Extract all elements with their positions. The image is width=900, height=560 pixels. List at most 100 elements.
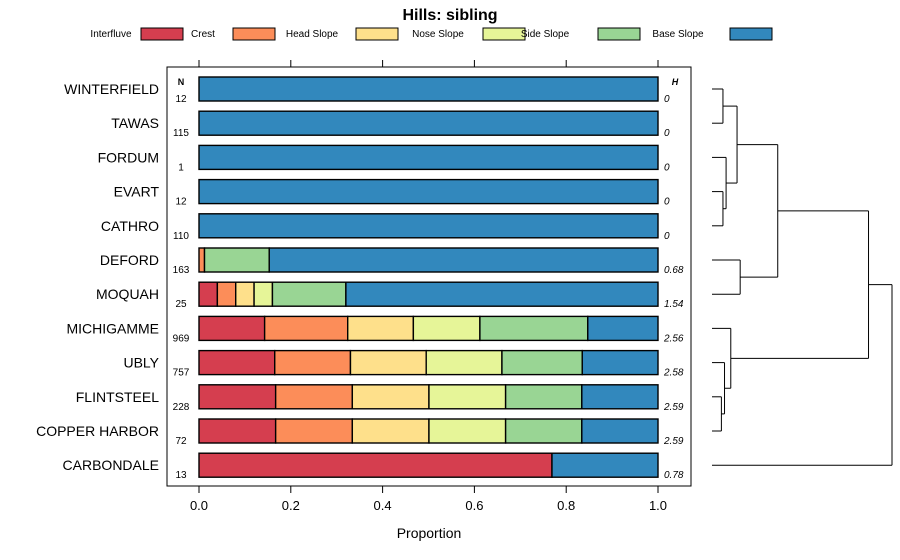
category-label-deford: DEFORD [100,252,159,268]
n-value-moquah: 25 [175,299,187,310]
legend-swatch-base-slope [729,27,773,41]
x-tick-label: 0.2 [282,498,300,513]
n-column-header: N [178,77,185,87]
category-label-tawas: TAWAS [111,115,159,131]
bar-segment-ubly-base-slope [581,349,659,376]
bar-segment-michigamme-interfluve [198,315,266,342]
bar-segment-michigamme-crest [263,315,349,342]
bar-segment-flintsteel-side-slope [504,384,583,410]
plot-frame [166,66,692,487]
bar-segment-moquah-nose-slope [253,281,274,307]
n-value-deford: 163 [173,265,190,276]
n-value-winterfield: 12 [175,94,187,105]
category-label-evart: EVART [114,184,160,200]
legend-swatch-nose-slope [482,27,526,41]
n-value-cathro: 110 [173,231,189,242]
bar-segment-deford-crest [198,247,206,273]
bar-segment-flintsteel-base-slope [581,384,659,410]
x-tick-label: 0.4 [374,498,392,513]
legend-label-head-slope: Head Slope [286,29,339,40]
category-label-flintsteel: FLINTSTEEL [76,389,159,405]
bar-segment-michigamme-head-slope [347,315,415,342]
h-column-header: H [672,77,679,87]
legend-label-base-slope: Base Slope [652,29,704,40]
h-value-carbondale: 0.78 [664,470,684,481]
x-tick-label: 0.8 [557,498,575,513]
h-value-flintsteel: 2.59 [663,402,684,413]
category-label-moquah: MOQUAH [96,286,159,302]
h-value-michigamme: 2.56 [663,333,684,344]
bar-segment-tawas-base-slope [198,110,659,136]
h-value-moquah: 1.54 [664,299,684,310]
legend-label-interfluve: Interfluve [90,29,132,40]
n-value-evart: 12 [175,197,187,208]
bar-segment-ubly-head-slope [349,349,427,376]
dendrogram [712,88,893,466]
category-label-winterfield: WINTERFIELD [64,81,159,97]
n-value-michigamme: 969 [173,333,190,344]
x-axis-title: Proportion [397,525,462,541]
legend-swatch-interfluve [140,27,184,41]
bar-segment-ubly-interfluve [198,349,276,376]
bar-segment-flintsteel-interfluve [198,384,277,410]
h-value-tawas: 0 [664,128,670,139]
bar-segment-winterfield-base-slope [198,76,659,102]
bar-segment-carbondale-interfluve [198,452,553,478]
bar-segment-deford-side-slope [203,247,270,273]
n-value-ubly: 757 [173,368,190,379]
bar-segment-carbondale-base-slope [551,452,659,478]
bar-rows: WINTERFIELD 12 0 TAWAS 115 0 FORDUM 1 0 EVART 12 0 C… [36,76,684,481]
legend-label-crest: Crest [191,29,215,40]
category-label-fordum: FORDUM [98,149,159,165]
bar-segment-flintsteel-crest [274,384,354,410]
bar-segment-cathro-base-slope [198,213,659,239]
x-axis: 0.0 0.2 0.4 0.6 0.8 1.0 [190,60,667,513]
bar-segment-ubly-side-slope [501,349,583,376]
bar-segment-ubly-nose-slope [425,349,503,376]
n-value-tawas: 115 [173,128,189,139]
category-label-michigamme: MICHIGAMME [66,320,159,336]
category-label-ubly: UBLY [123,355,159,371]
n-value-flintsteel: 228 [173,402,190,413]
bar-segment-copper-harbor-interfluve [198,418,277,444]
h-value-copper-harbor: 2.59 [663,436,684,447]
h-value-fordum: 0 [664,162,670,173]
x-tick-label: 1.0 [649,498,667,513]
category-label-copper-harbor: COPPER HARBOR [36,423,159,439]
bar-segment-flintsteel-head-slope [351,384,430,410]
category-label-cathro: CATHRO [101,218,159,234]
n-value-fordum: 1 [178,162,184,173]
legend-swatch-head-slope [355,27,399,41]
bar-segment-michigamme-side-slope [479,315,589,342]
h-value-deford: 0.68 [664,265,684,276]
chart-title: Hills: sibling [402,7,497,24]
bar-segment-evart-base-slope [198,178,659,205]
bar-segment-copper-harbor-crest [274,418,354,444]
bar-segment-copper-harbor-nose-slope [428,418,507,444]
bar-segment-moquah-side-slope [271,281,347,307]
h-value-ubly: 2.58 [663,368,684,379]
bar-segment-copper-harbor-side-slope [504,418,583,444]
h-value-cathro: 0 [664,231,670,242]
n-value-copper-harbor: 72 [175,436,187,447]
category-label-carbondale: CARBONDALE [63,457,159,473]
bar-segment-moquah-base-slope [345,281,659,307]
bar-segment-deford-base-slope [268,247,659,273]
legend-label-nose-slope: Nose Slope [412,29,464,40]
n-value-carbondale: 13 [175,470,187,481]
h-value-evart: 0 [664,197,670,208]
legend-swatch-crest [232,27,276,41]
bar-segment-flintsteel-nose-slope [428,384,507,410]
bar-segment-moquah-interfluve [198,281,219,307]
legend-swatch-side-slope [597,27,641,41]
x-tick-label: 0.0 [190,498,208,513]
legend: Interfluve Crest Head Slope Nose Slope Side … [90,27,773,41]
bar-segment-copper-harbor-base-slope [581,418,659,444]
x-tick-label: 0.6 [465,498,483,513]
h-value-winterfield: 0 [664,94,670,105]
bar-segment-ubly-crest [274,349,352,376]
bar-segment-moquah-head-slope [235,281,255,307]
bar-segment-fordum-base-slope [198,144,659,171]
bar-segment-copper-harbor-head-slope [351,418,430,444]
